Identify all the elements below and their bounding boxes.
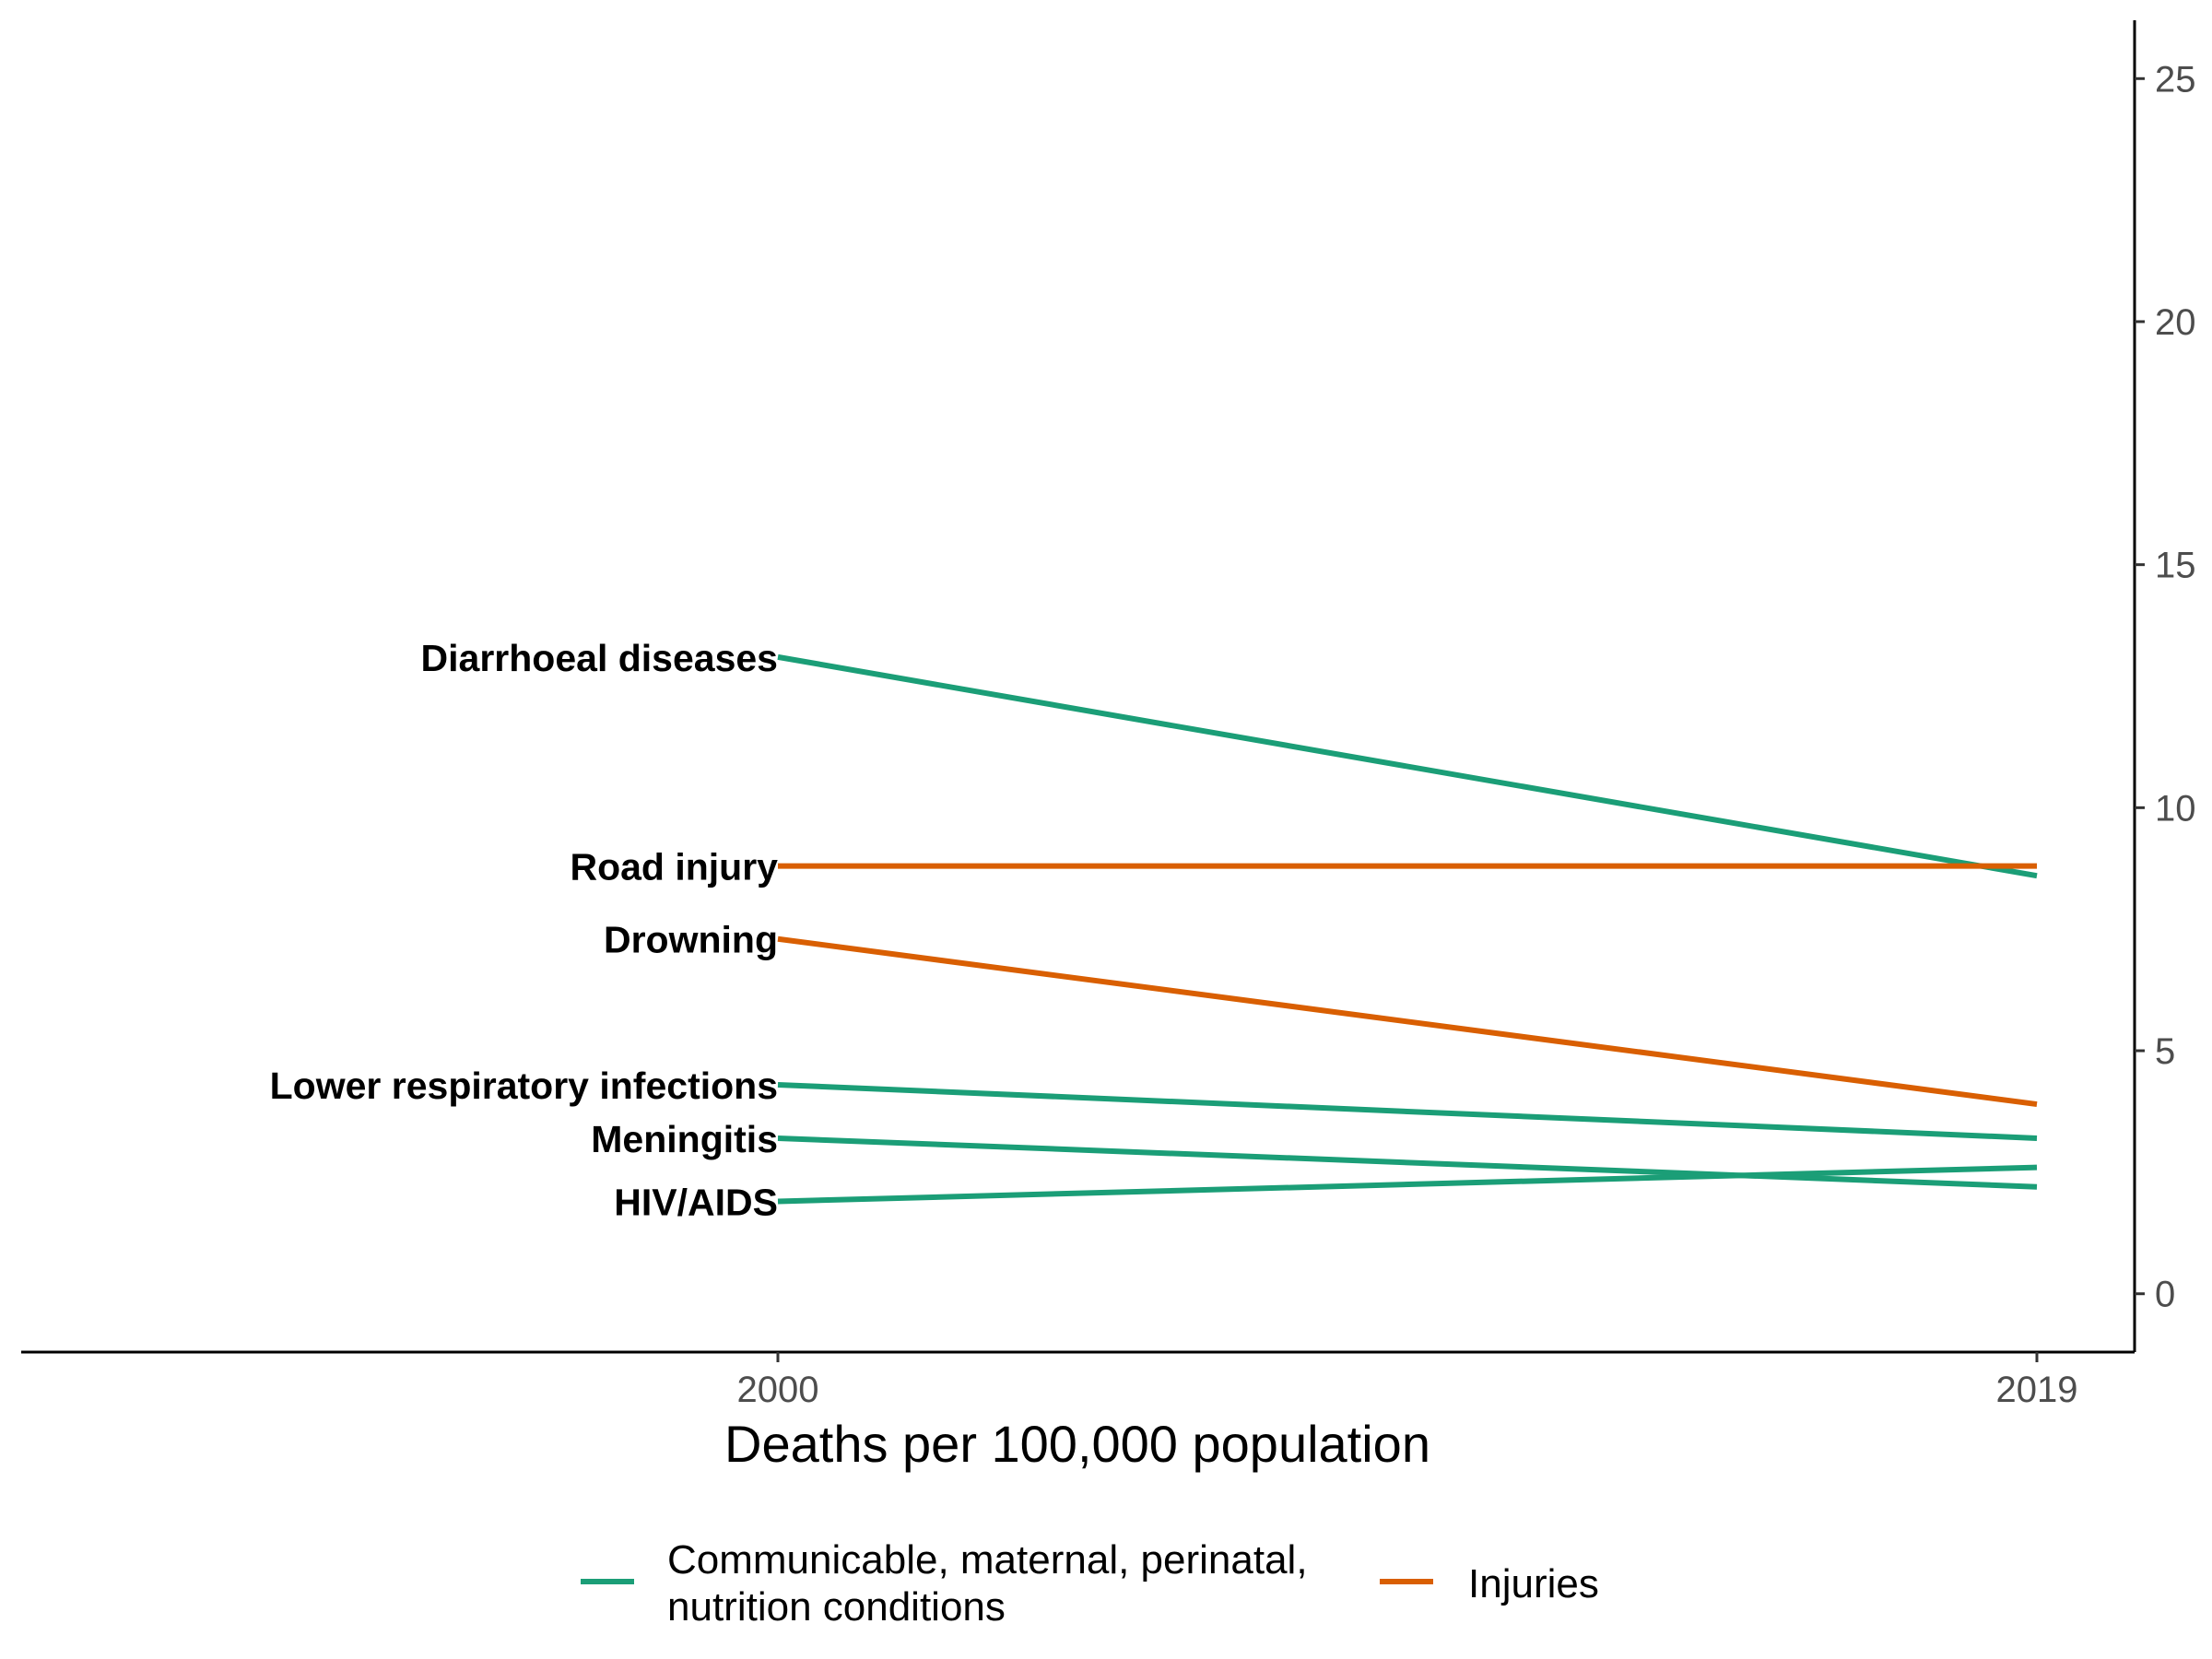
- series-labels: Diarrhoeal diseases Road injury Drowning Lo…: [270, 637, 779, 1224]
- series-lines: [777, 653, 2038, 1205]
- y-tick-label: 20: [2155, 302, 2196, 343]
- x-axis-ticks: 2000 2019: [737, 1352, 2078, 1410]
- series-label-meningitis: Meningitis: [591, 1118, 778, 1160]
- legend-label-communicable: Communicable, maternal, perinatal,: [667, 1537, 1308, 1583]
- x-tick-label: 2000: [737, 1370, 819, 1410]
- series-line-hiv-aids: [777, 1164, 2038, 1205]
- series-label-drowning: Drowning: [604, 919, 778, 961]
- y-tick-label: 10: [2155, 788, 2196, 829]
- y-tick-label: 5: [2155, 1031, 2175, 1072]
- series-label-road-injury: Road injury: [570, 846, 778, 888]
- y-tick-label: 15: [2155, 546, 2196, 586]
- series-line-lower-respiratory-infections: [777, 1081, 2038, 1141]
- series-label-diarrhoeal-diseases: Diarrhoeal diseases: [421, 637, 778, 679]
- x-tick-label: 2019: [1996, 1370, 2078, 1410]
- y-tick-label: 25: [2155, 59, 2196, 100]
- series-line-drowning: [777, 935, 2038, 1108]
- legend-label-communicable: nutrition conditions: [667, 1584, 1006, 1630]
- series-label-hiv-aids: HIV/AIDS: [614, 1182, 778, 1224]
- x-axis-title: Deaths per 100,000 population: [724, 1415, 1430, 1473]
- legend: Communicable, maternal, perinatal,nutrit…: [581, 1537, 1599, 1630]
- series-line-diarrhoeal-diseases: [777, 653, 2038, 879]
- y-axis-ticks: 0 5 10 15 20 25: [2135, 59, 2196, 1315]
- y-tick-label: 0: [2155, 1275, 2175, 1315]
- legend-label-injuries: Injuries: [1468, 1561, 1599, 1606]
- series-line-meningitis: [777, 1135, 2038, 1190]
- series-label-lower-respiratory-infections: Lower respiratory infections: [270, 1065, 778, 1107]
